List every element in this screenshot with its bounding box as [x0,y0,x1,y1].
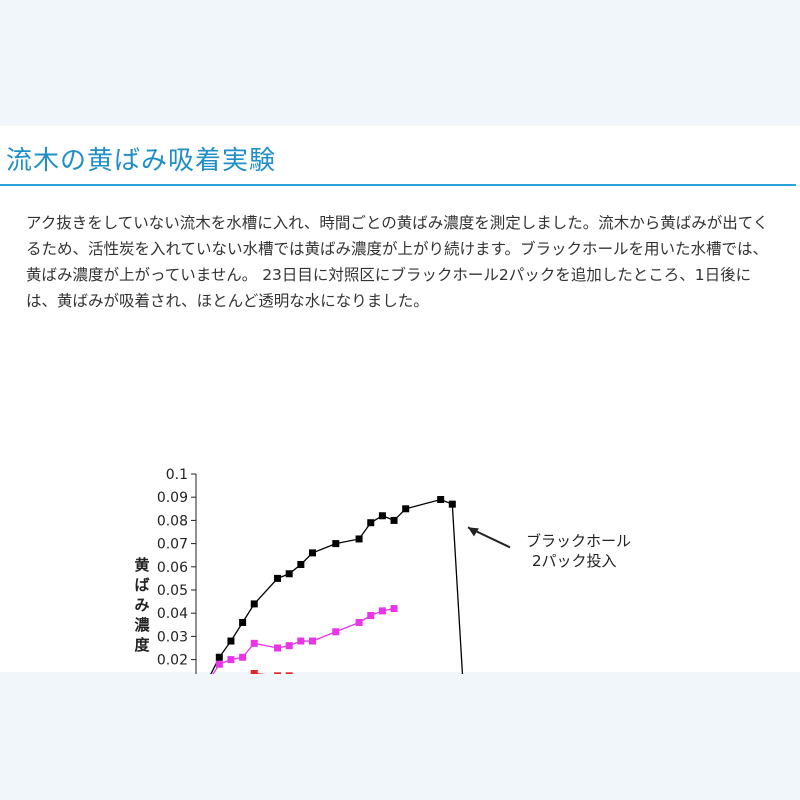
y-tick-label: 0.09 [157,490,188,506]
data-point [274,644,282,652]
data-point [332,540,340,548]
y-tick-label: 0.02 [157,653,188,669]
data-point [215,660,223,668]
data-point [250,600,258,608]
annotation-arrowhead [467,527,479,537]
data-point [250,639,258,647]
data-point [448,500,456,508]
data-point [378,607,386,615]
data-point [227,656,235,664]
annotation-text-1: ブラックホール [526,532,631,550]
data-point [437,496,445,504]
data-point [332,628,340,636]
data-point [285,672,293,674]
y-tick-label: 0.06 [157,560,188,576]
data-point [227,637,235,645]
data-point [309,637,316,645]
series-line-0 [210,498,464,674]
y-tick-label: 0.05 [157,583,188,599]
data-point [297,560,305,568]
y-axis-label: 黄ばみ濃度 [134,556,150,654]
title-underline [0,184,796,186]
y-tick-label: 0.1 [166,467,188,483]
data-point [239,618,247,626]
data-point [215,653,223,661]
data-point [309,549,316,557]
y-tick-label: 0.08 [157,513,188,529]
series-line-1 [212,607,395,674]
section-title: 流木の黄ばみ吸着実験 [6,146,277,176]
chart-labels: 051015202530354000.010.020.030.040.050.0… [134,467,631,669]
data-point [250,670,258,674]
y-tick-label: 0.07 [157,537,188,553]
data-point [355,535,363,543]
data-point [297,637,305,645]
data-point [285,642,293,650]
concentration-chart: 051015202530354000.010.020.030.040.050.0… [134,467,631,674]
y-tick-label: 0.04 [157,606,188,622]
content-panel: 流木の黄ばみ吸着実験 アク抜きをしていない流木を水槽に入れ、時間ごとの黄ばみ濃度… [0,126,800,674]
y-tick-label: 0.03 [157,629,188,645]
annotation-text-2: 2パック投入 [532,552,617,570]
data-point [367,612,375,620]
section-description: アク抜きをしていない流木を水槽に入れ、時間ごとの黄ばみ濃度を測定しました。流木か… [26,214,769,310]
data-point [274,574,282,582]
data-point [390,605,398,613]
chart-series [210,496,464,674]
data-point [239,653,247,661]
data-point [274,672,282,674]
data-point [390,516,398,524]
data-point [378,512,386,520]
data-point [367,519,375,527]
chart-axes [191,473,197,674]
data-point [355,618,363,626]
data-point [402,505,410,513]
data-point [285,570,293,578]
